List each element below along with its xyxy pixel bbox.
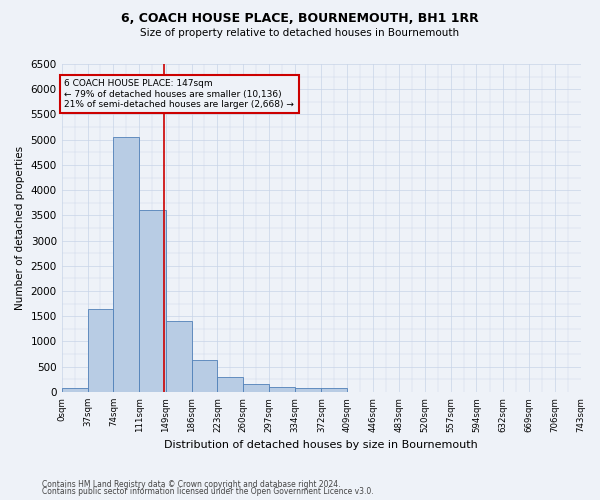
Text: Size of property relative to detached houses in Bournemouth: Size of property relative to detached ho… <box>140 28 460 38</box>
Bar <box>166 322 191 392</box>
Bar <box>269 387 295 392</box>
Bar <box>322 388 347 392</box>
Text: Contains public sector information licensed under the Open Government Licence v3: Contains public sector information licen… <box>42 487 374 496</box>
Bar <box>139 210 166 392</box>
Text: 6, COACH HOUSE PLACE, BOURNEMOUTH, BH1 1RR: 6, COACH HOUSE PLACE, BOURNEMOUTH, BH1 1… <box>121 12 479 26</box>
Text: Contains HM Land Registry data © Crown copyright and database right 2024.: Contains HM Land Registry data © Crown c… <box>42 480 341 489</box>
Bar <box>191 360 217 392</box>
Bar <box>62 388 88 392</box>
X-axis label: Distribution of detached houses by size in Bournemouth: Distribution of detached houses by size … <box>164 440 478 450</box>
Bar <box>295 388 322 392</box>
Bar <box>217 377 243 392</box>
Text: 6 COACH HOUSE PLACE: 147sqm
← 79% of detached houses are smaller (10,136)
21% of: 6 COACH HOUSE PLACE: 147sqm ← 79% of det… <box>64 79 295 109</box>
Bar <box>113 137 139 392</box>
Bar <box>243 384 269 392</box>
Bar <box>88 308 113 392</box>
Y-axis label: Number of detached properties: Number of detached properties <box>15 146 25 310</box>
